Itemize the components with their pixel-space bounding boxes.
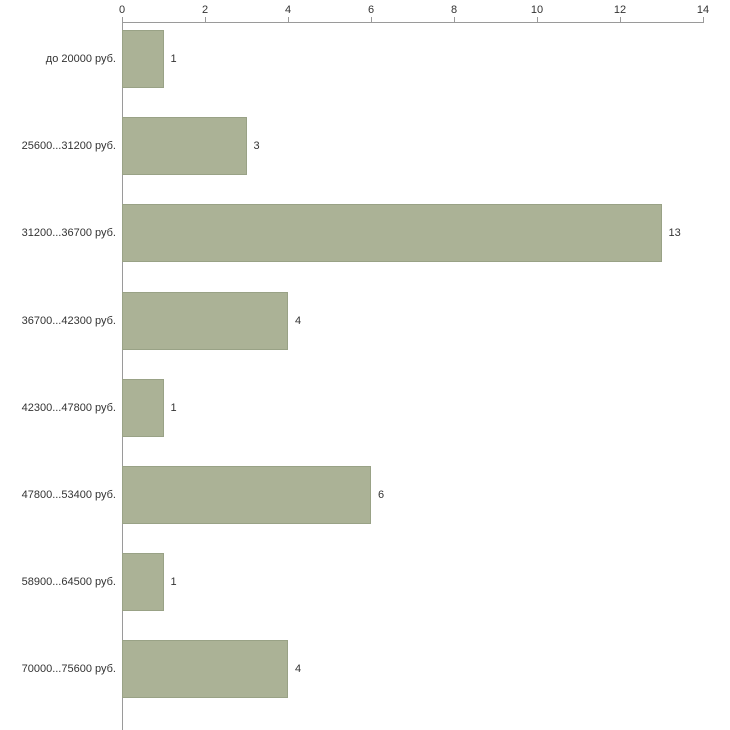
x-tick-mark bbox=[205, 17, 206, 22]
x-tick-label: 2 bbox=[201, 4, 209, 16]
category-label: 31200...36700 руб. bbox=[21, 227, 116, 240]
x-tick-mark bbox=[703, 17, 704, 22]
bar bbox=[122, 117, 247, 176]
x-tick-label: 10 bbox=[530, 4, 544, 16]
x-tick-mark bbox=[454, 17, 455, 22]
category-label: 70000...75600 руб. bbox=[21, 663, 116, 676]
bar bbox=[122, 30, 164, 88]
value-label: 1 bbox=[170, 53, 177, 65]
x-tick-label: 12 bbox=[613, 4, 627, 16]
bar bbox=[122, 640, 288, 699]
x-tick-mark bbox=[288, 17, 289, 22]
category-label: 42300...47800 руб. bbox=[21, 401, 116, 414]
category-label: до 20000 руб. bbox=[45, 53, 116, 65]
x-axis-line bbox=[122, 22, 704, 23]
x-tick-mark bbox=[537, 17, 538, 22]
category-label: 25600...31200 руб. bbox=[21, 140, 116, 153]
value-label: 3 bbox=[253, 140, 260, 153]
value-label: 4 bbox=[295, 663, 302, 676]
category-label: 58900...64500 руб. bbox=[21, 576, 116, 589]
bar bbox=[122, 204, 662, 263]
x-tick-mark bbox=[371, 17, 372, 22]
bar bbox=[122, 291, 288, 350]
value-label: 1 bbox=[170, 401, 177, 414]
x-tick-label: 14 bbox=[696, 4, 710, 16]
bar bbox=[122, 378, 164, 437]
x-tick-mark bbox=[122, 17, 123, 22]
value-label: 4 bbox=[295, 314, 302, 327]
category-label: 47800...53400 руб. bbox=[21, 489, 116, 501]
x-tick-label: 8 bbox=[450, 4, 458, 16]
x-tick-mark bbox=[620, 17, 621, 22]
bar bbox=[122, 553, 164, 612]
value-label: 1 bbox=[170, 576, 177, 589]
category-label: 36700...42300 руб. bbox=[21, 314, 116, 327]
x-tick-label: 6 bbox=[367, 4, 375, 16]
y-axis-line bbox=[122, 22, 123, 730]
value-label: 13 bbox=[668, 227, 681, 240]
x-tick-label: 4 bbox=[284, 4, 292, 16]
x-tick-label: 0 bbox=[118, 4, 126, 16]
value-label: 6 bbox=[378, 489, 385, 501]
bar bbox=[122, 466, 371, 524]
